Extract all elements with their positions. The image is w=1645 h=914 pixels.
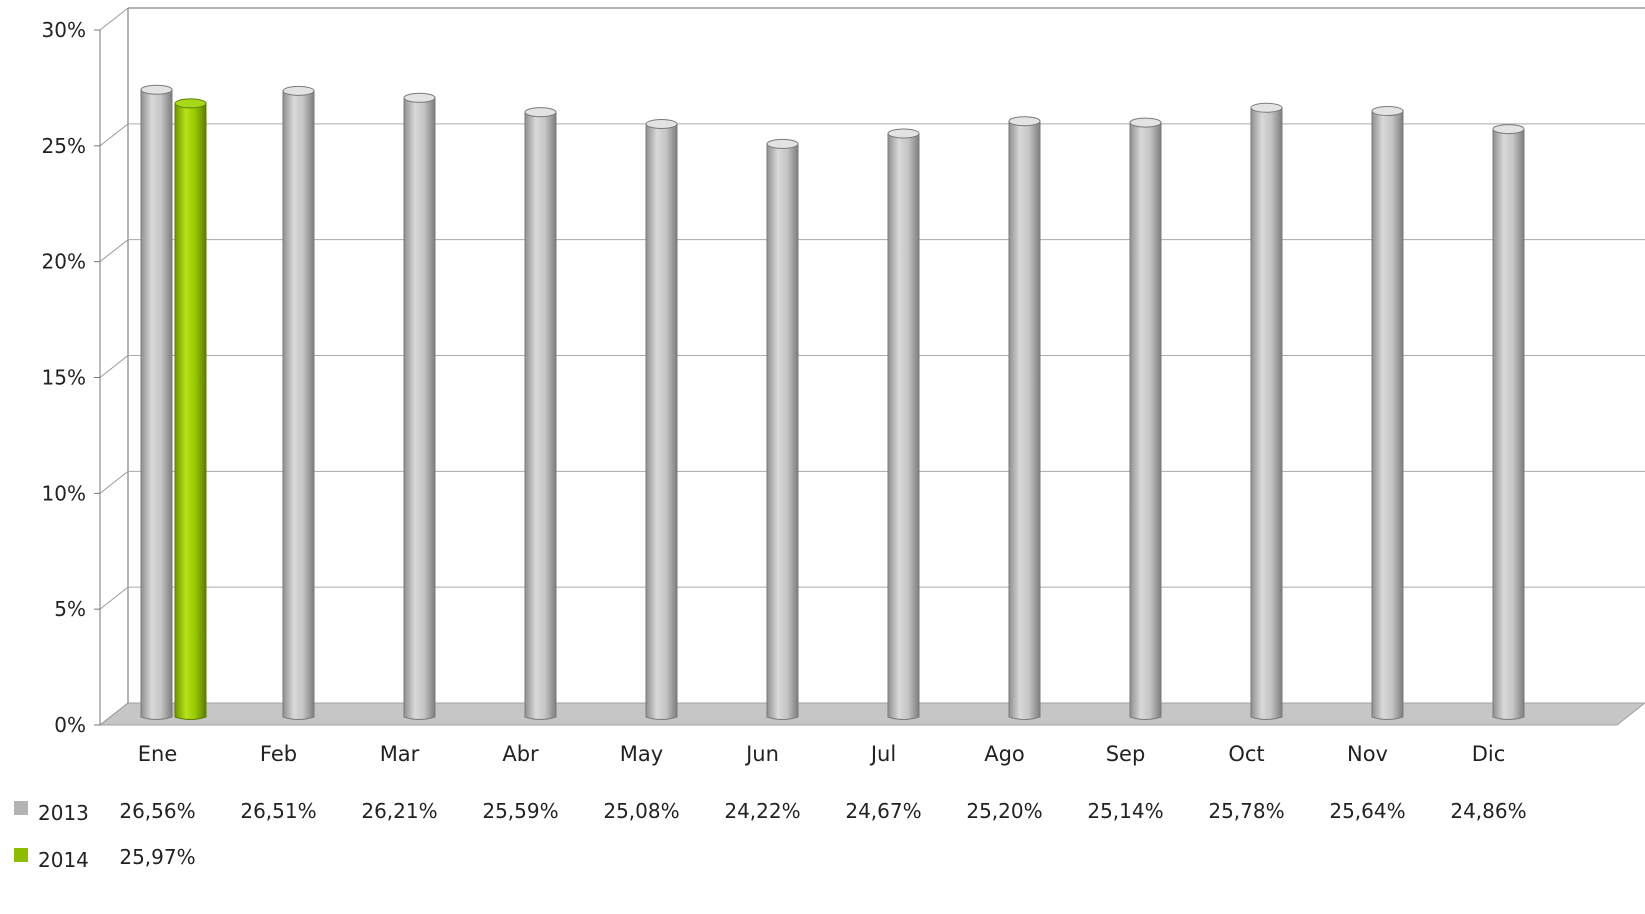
bar-2013-nov: [1371, 106, 1404, 720]
data-label-2013: 24,86%: [1450, 799, 1526, 823]
y-tick-label: 25%: [42, 134, 86, 158]
gridline-depth: [99, 7, 129, 31]
gridline-depth: [99, 702, 129, 726]
bar-2013-ene: [140, 84, 173, 720]
bar-2013-jun: [766, 138, 799, 720]
y-tick-label: 15%: [42, 366, 86, 390]
bars: [140, 84, 1525, 720]
chart-floor: [98, 702, 1645, 726]
labels: Ene 26,56% 25,97% Feb 26,51% Mar 26,21% Abr 25,5…: [14, 742, 1527, 872]
legend-swatch-2013: [14, 801, 28, 815]
bar-2013-may: [645, 118, 678, 720]
y-tick-label: 5%: [54, 597, 86, 621]
bar-2013-jul: [887, 128, 920, 720]
bar-2013-oct: [1250, 102, 1283, 720]
data-label-2013: 25,59%: [482, 799, 558, 823]
x-tick-label: Feb: [260, 742, 297, 766]
x-tick-label: Abr: [502, 742, 539, 766]
x-tick-label: Ene: [138, 742, 178, 766]
legend-label-2014: 2014: [38, 848, 89, 872]
bar-2013-dic: [1492, 124, 1525, 720]
bar-2013-mar: [403, 92, 436, 720]
bar-2013-feb: [282, 85, 315, 720]
data-label-2014: 25,97%: [119, 845, 195, 869]
bar-2013-sep: [1129, 117, 1162, 720]
x-tick-label: Dic: [1472, 742, 1506, 766]
x-tick-label: May: [620, 742, 663, 766]
x-tick-label: Sep: [1106, 742, 1146, 766]
axes: 0% 5% 10% 15% 20% 25% 30%: [42, 7, 1645, 737]
y-tick-label: 0%: [54, 713, 86, 737]
y-tick-label: 20%: [42, 250, 86, 274]
x-tick-label: Jun: [744, 742, 779, 766]
data-label-2013: 26,56%: [119, 799, 195, 823]
data-label-2013: 25,14%: [1087, 799, 1163, 823]
legend-label-2013: 2013: [38, 801, 89, 825]
legend-swatch-2014: [14, 848, 28, 862]
data-label-2013: 25,78%: [1208, 799, 1284, 823]
bar-2014-ene: [174, 98, 207, 720]
data-label-2013: 25,20%: [966, 799, 1042, 823]
gridline-depth: [99, 355, 129, 378]
x-tick-label: Mar: [380, 742, 420, 766]
y-tick-label: 30%: [42, 18, 86, 42]
gridline-depth: [99, 123, 129, 147]
x-tick-label: Oct: [1228, 742, 1264, 766]
x-tick-label: Ago: [984, 742, 1025, 766]
data-label-2013: 24,22%: [724, 799, 800, 823]
gridline-depth: [99, 470, 129, 494]
data-label-2013: 25,08%: [603, 799, 679, 823]
data-label-2013: 24,67%: [845, 799, 921, 823]
bar-2013-abr: [524, 107, 557, 720]
data-label-2013: 25,64%: [1329, 799, 1405, 823]
x-tick-label: Jul: [869, 742, 896, 766]
gridline-depth: [99, 586, 129, 610]
data-label-2013: 26,51%: [240, 799, 316, 823]
bar-2013-ago: [1008, 116, 1041, 720]
y-tick-label: 10%: [42, 481, 86, 505]
data-label-2013: 26,21%: [361, 799, 437, 823]
x-tick-label: Nov: [1347, 742, 1388, 766]
gridline-depth: [99, 239, 129, 263]
